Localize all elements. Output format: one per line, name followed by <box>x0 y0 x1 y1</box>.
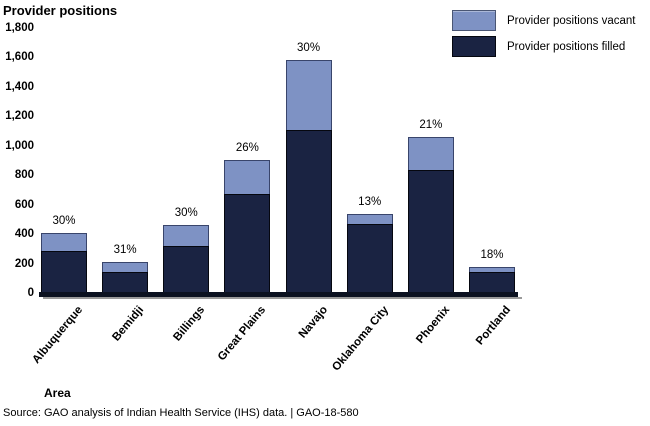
y-axis-tick-label: 0 <box>27 287 34 299</box>
y-axis-tick-label: 800 <box>14 169 34 182</box>
bar-segment-filled <box>285 129 332 293</box>
x-axis-line-shadow <box>43 297 522 299</box>
bar-segment-vacant <box>163 225 210 246</box>
y-axis-tick-label: 200 <box>14 257 34 270</box>
y-axis-tick-label: 1,200 <box>5 110 34 123</box>
y-axis-tick-label: 1,800 <box>5 22 34 34</box>
x-axis-line <box>39 292 518 297</box>
source-note: Source: GAO analysis of Indian Health Se… <box>3 407 359 419</box>
y-axis-tick-label: 1,600 <box>5 51 34 64</box>
legend-item-vacant: Provider positions vacant <box>452 10 635 31</box>
bar-segment-filled <box>346 223 393 293</box>
bar-segment-vacant <box>407 136 454 171</box>
bar-vacancy-percent-label: 26% <box>235 141 259 154</box>
bar-segment-filled <box>102 271 149 293</box>
legend-label-filled: Provider positions filled <box>507 40 626 53</box>
bar-segment-filled <box>163 245 210 293</box>
bar-vacancy-percent-label: 30% <box>52 215 76 228</box>
bar-segment-filled <box>407 170 454 293</box>
legend: Provider positions vacant Provider posit… <box>452 10 635 62</box>
legend-swatch-vacant-icon <box>452 10 496 31</box>
legend-item-filled: Provider positions filled <box>452 36 635 57</box>
bar-segment-vacant <box>468 267 515 272</box>
bar-vacancy-percent-label: 18% <box>480 249 504 262</box>
bar-vacancy-percent-label: 13% <box>358 195 382 208</box>
legend-swatch-filled-icon <box>452 36 496 57</box>
bar-segment-vacant <box>285 60 332 130</box>
y-axis-tick-label: 1,000 <box>5 139 34 152</box>
bar-segment-filled <box>41 251 87 293</box>
bar-segment-filled <box>468 271 515 293</box>
bar-vacancy-percent-label: 21% <box>419 118 443 131</box>
y-axis-tick-label: 400 <box>14 228 34 241</box>
bar-segment-vacant <box>102 262 149 272</box>
bar-segment-vacant <box>41 233 87 252</box>
bar-vacancy-percent-label: 30% <box>297 42 321 55</box>
bar-segment-vacant <box>346 213 393 224</box>
bar-vacancy-percent-label: 30% <box>174 207 198 220</box>
bar-vacancy-percent-label: 31% <box>113 244 137 257</box>
y-axis-tick-label: 1,400 <box>5 80 34 93</box>
bar-segment-vacant <box>224 159 271 195</box>
bar-segment-filled <box>224 194 271 293</box>
x-axis-title: Area <box>44 386 71 400</box>
y-axis-title: Provider positions <box>3 3 118 18</box>
legend-label-vacant: Provider positions vacant <box>507 14 636 27</box>
y-axis-tick-label: 600 <box>14 198 34 211</box>
